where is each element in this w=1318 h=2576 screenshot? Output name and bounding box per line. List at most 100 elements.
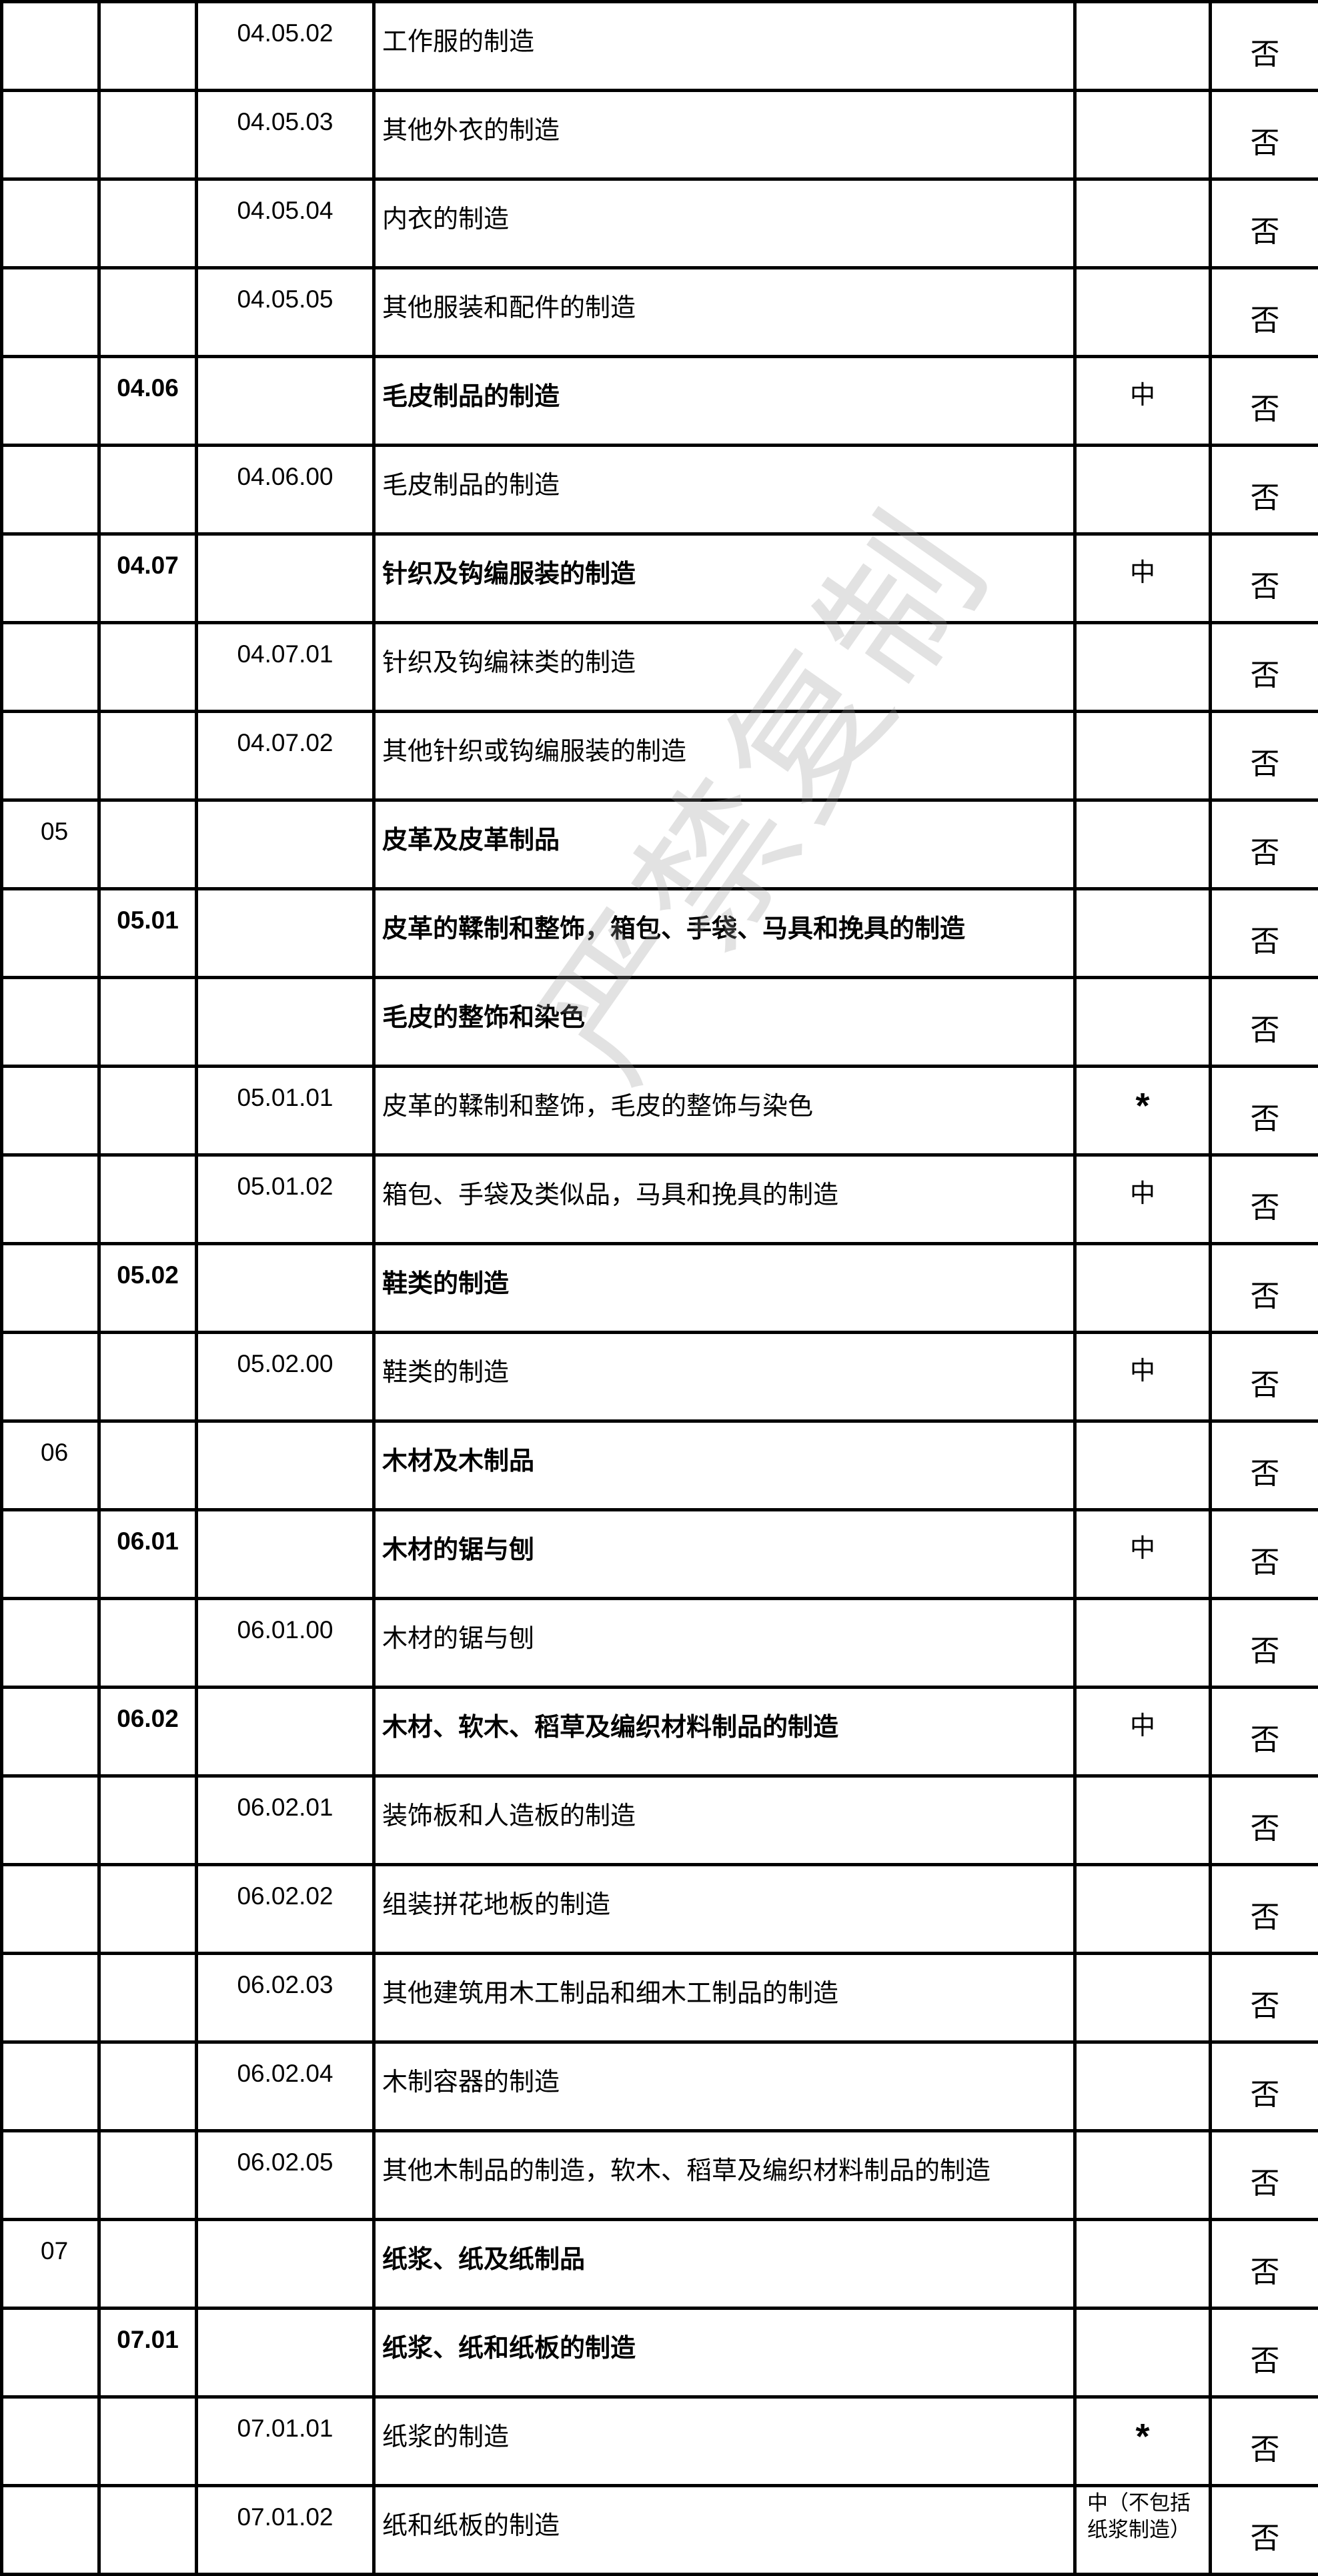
risk-level-cell: 中 bbox=[1075, 1333, 1211, 1421]
flag-cell: 否 bbox=[1211, 2, 1318, 91]
class-code-cell bbox=[197, 978, 374, 1067]
group-code-cell bbox=[99, 446, 197, 534]
risk-level-cell bbox=[1075, 889, 1211, 978]
division-code-cell bbox=[2, 889, 99, 978]
class-code-cell bbox=[197, 1688, 374, 1776]
description-cell: 木材及木制品 bbox=[374, 1421, 1075, 1510]
group-code-cell bbox=[99, 978, 197, 1067]
class-code-cell: 06.02.01 bbox=[197, 1776, 374, 1865]
risk-level-cell: 中 bbox=[1075, 1155, 1211, 1244]
class-code-cell: 05.02.00 bbox=[197, 1333, 374, 1421]
risk-level-cell bbox=[1075, 2131, 1211, 2220]
group-code-cell: 04.06 bbox=[99, 357, 197, 446]
group-code-cell bbox=[99, 2397, 197, 2486]
flag-cell: 否 bbox=[1211, 2397, 1318, 2486]
risk-level-cell: 中 bbox=[1075, 1510, 1211, 1599]
flag-cell: 否 bbox=[1211, 1954, 1318, 2042]
flag-cell: 否 bbox=[1211, 268, 1318, 357]
description-cell: 组装拼花地板的制造 bbox=[374, 1865, 1075, 1954]
description-cell: 木制容器的制造 bbox=[374, 2042, 1075, 2131]
division-code-cell bbox=[2, 712, 99, 800]
class-code-cell: 04.07.02 bbox=[197, 712, 374, 800]
flag-cell: 否 bbox=[1211, 978, 1318, 1067]
division-code-cell bbox=[2, 2042, 99, 2131]
description-cell: 其他服装和配件的制造 bbox=[374, 268, 1075, 357]
description-cell: 其他针织或钩编服装的制造 bbox=[374, 712, 1075, 800]
class-code-cell bbox=[197, 2309, 374, 2397]
division-code-cell bbox=[2, 2397, 99, 2486]
class-code-cell: 06.02.04 bbox=[197, 2042, 374, 2131]
risk-level-cell bbox=[1075, 2042, 1211, 2131]
division-code-cell bbox=[2, 446, 99, 534]
division-code-cell bbox=[2, 1688, 99, 1776]
risk-level-cell bbox=[1075, 1954, 1211, 2042]
group-code-cell bbox=[99, 2, 197, 91]
description-cell: 毛皮制品的制造 bbox=[374, 446, 1075, 534]
class-code-cell bbox=[197, 357, 374, 446]
group-code-cell bbox=[99, 2486, 197, 2575]
description-cell: 纸浆、纸及纸制品 bbox=[374, 2220, 1075, 2309]
description-cell: 装饰板和人造板的制造 bbox=[374, 1776, 1075, 1865]
risk-level-cell bbox=[1075, 712, 1211, 800]
class-code-cell: 06.02.05 bbox=[197, 2131, 374, 2220]
group-code-cell: 06.01 bbox=[99, 1510, 197, 1599]
class-code-cell bbox=[197, 534, 374, 623]
flag-cell: 否 bbox=[1211, 1333, 1318, 1421]
flag-cell: 否 bbox=[1211, 179, 1318, 268]
group-code-cell bbox=[99, 2131, 197, 2220]
group-code-cell: 07.01 bbox=[99, 2309, 197, 2397]
description-cell: 纸浆、纸和纸板的制造 bbox=[374, 2309, 1075, 2397]
class-code-cell: 06.02.03 bbox=[197, 1954, 374, 2042]
division-code-cell bbox=[2, 1333, 99, 1421]
flag-cell: 否 bbox=[1211, 623, 1318, 712]
description-cell: 皮革的鞣制和整饰，箱包、手袋、马具和挽具的制造 bbox=[374, 889, 1075, 978]
class-code-cell: 06.01.00 bbox=[197, 1599, 374, 1688]
flag-cell: 否 bbox=[1211, 2131, 1318, 2220]
group-code-cell bbox=[99, 712, 197, 800]
division-code-cell bbox=[2, 91, 99, 179]
flag-cell: 否 bbox=[1211, 712, 1318, 800]
risk-level-cell bbox=[1075, 1776, 1211, 1865]
class-code-cell: 04.06.00 bbox=[197, 446, 374, 534]
group-code-cell bbox=[99, 800, 197, 889]
flag-cell: 否 bbox=[1211, 91, 1318, 179]
group-code-cell bbox=[99, 1333, 197, 1421]
division-code-cell bbox=[2, 1067, 99, 1155]
division-code-cell: 07 bbox=[2, 2220, 99, 2309]
group-code-cell: 05.01 bbox=[99, 889, 197, 978]
class-code-cell bbox=[197, 2220, 374, 2309]
risk-level-cell bbox=[1075, 2309, 1211, 2397]
risk-level-cell bbox=[1075, 1865, 1211, 1954]
class-code-cell: 04.05.05 bbox=[197, 268, 374, 357]
risk-level-cell: * bbox=[1075, 1067, 1211, 1155]
division-code-cell bbox=[2, 1244, 99, 1333]
class-code-cell: 04.07.01 bbox=[197, 623, 374, 712]
risk-level-cell: 中 bbox=[1075, 357, 1211, 446]
description-cell: 箱包、手袋及类似品，马具和挽具的制造 bbox=[374, 1155, 1075, 1244]
description-cell: 工作服的制造 bbox=[374, 2, 1075, 91]
division-code-cell bbox=[2, 1155, 99, 1244]
risk-level-cell: 中 bbox=[1075, 534, 1211, 623]
description-cell: 皮革及皮革制品 bbox=[374, 800, 1075, 889]
flag-cell: 否 bbox=[1211, 357, 1318, 446]
flag-cell: 否 bbox=[1211, 1776, 1318, 1865]
flag-cell: 否 bbox=[1211, 2220, 1318, 2309]
division-code-cell bbox=[2, 2, 99, 91]
risk-level-cell bbox=[1075, 268, 1211, 357]
description-cell: 纸浆的制造 bbox=[374, 2397, 1075, 2486]
